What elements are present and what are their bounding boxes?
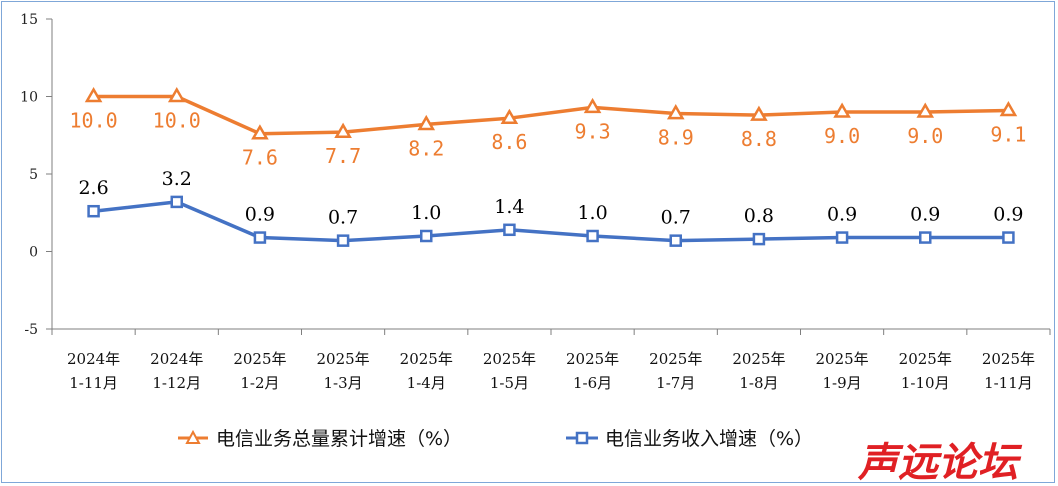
series-lines <box>84 86 1018 247</box>
point-marker-revenue <box>919 231 932 244</box>
x-tick-label-year: 2025年 <box>649 350 702 368</box>
watermark-logo: 声远论坛 <box>857 440 1023 486</box>
point-marker-revenue <box>503 223 516 237</box>
data-label-total: 9.0 <box>824 124 860 148</box>
point-marker-total <box>500 108 519 124</box>
x-tick-label-period: 1-9月 <box>823 374 862 392</box>
data-label-revenue: 1.0 <box>411 202 441 224</box>
data-label-total: 8.8 <box>741 127 777 151</box>
x-tick-label-period: 1-11月 <box>984 374 1033 392</box>
y-tick-label: 5 <box>29 167 38 183</box>
x-tick-label-year: 2025年 <box>483 350 536 368</box>
x-tick-label-year: 2024年 <box>150 350 203 368</box>
legend-total-label: 电信业务总量累计增速（%） <box>216 428 462 450</box>
x-tick-label-year: 2025年 <box>815 350 868 368</box>
data-label-total: 9.3 <box>575 119 611 143</box>
y-tick-label: 10 <box>20 90 38 106</box>
data-label-revenue: 3.2 <box>162 168 192 190</box>
point-marker-total <box>750 105 768 121</box>
x-tick-label-period: 1-12月 <box>152 374 201 392</box>
data-label-revenue: 1.0 <box>577 202 607 224</box>
x-tick-label-year: 2025年 <box>732 350 785 368</box>
point-marker-total <box>167 86 186 103</box>
data-label-revenue: 0.9 <box>245 204 275 226</box>
data-label-revenue: 0.7 <box>328 207 358 229</box>
data-label-total: 9.0 <box>907 124 943 148</box>
x-tick-label-period: 1-10月 <box>901 374 950 392</box>
x-tick-label-year: 2025年 <box>316 350 369 368</box>
point-marker-revenue <box>420 229 433 243</box>
y-tick-label: 0 <box>29 245 38 261</box>
point-marker-revenue <box>586 229 599 243</box>
x-tick-label-period: 1-7月 <box>656 374 695 392</box>
point-marker-revenue <box>752 232 766 246</box>
data-label-total: 8.9 <box>658 126 694 150</box>
x-tick-label-period: 1-6月 <box>573 374 612 392</box>
x-tick-label-year: 2025年 <box>400 350 453 368</box>
data-label-revenue: 1.4 <box>494 196 524 218</box>
data-label-revenue: 0.7 <box>661 207 691 229</box>
x-tick-label-period: 1-5月 <box>490 374 529 392</box>
point-marker-total <box>251 124 269 140</box>
legend-total-marker <box>185 429 201 444</box>
point-marker-revenue <box>170 195 183 209</box>
point-marker-total <box>833 102 851 118</box>
x-tick-label-period: 1-2月 <box>240 374 279 392</box>
x-tick-label-period: 1-8月 <box>739 374 778 392</box>
point-marker-total <box>999 100 1018 117</box>
point-marker-total <box>334 122 352 138</box>
legend-revenue-label: 电信业务收入增速（%） <box>605 428 813 450</box>
point-marker-revenue <box>669 234 682 247</box>
data-label-total: 10.0 <box>69 109 117 133</box>
point-marker-revenue <box>1002 231 1015 244</box>
data-label-revenue: 0.9 <box>910 204 940 226</box>
y-tick-label: -5 <box>24 322 38 338</box>
point-marker-revenue <box>87 204 100 218</box>
data-labels: 10.0 10.0 7.6 7.7 8.2 8.6 9.3 8.9 8.8 9.0 9.0 9.1 2.… <box>69 109 1026 229</box>
data-label-total: 10.0 <box>153 109 201 133</box>
x-tick-label-year: 2025年 <box>982 350 1035 368</box>
data-label-revenue: 0.9 <box>993 204 1023 226</box>
data-label-total: 9.1 <box>990 122 1026 146</box>
series-line-revenue <box>93 200 1009 243</box>
point-marker-total <box>666 104 685 120</box>
axes: 15 10 5 0 -5 2024年 1-11月 2024年 1-12月 2025年 1-2月 202… <box>20 12 1051 392</box>
point-marker-total <box>417 114 436 131</box>
data-label-revenue: 0.8 <box>744 205 774 227</box>
data-label-total: 8.2 <box>408 136 444 160</box>
x-tick-label-year: 2025年 <box>233 350 286 368</box>
y-tick-label: 15 <box>20 12 38 28</box>
point-marker-revenue <box>253 231 267 244</box>
data-label-total: 8.6 <box>491 130 527 154</box>
x-tick-label-period: 1-3月 <box>324 374 363 392</box>
x-tick-label-year: 2025年 <box>566 350 619 368</box>
x-tick-label-period: 1-4月 <box>407 374 446 392</box>
point-marker-total <box>916 102 935 118</box>
x-tick-label-period: 1-11月 <box>69 374 118 392</box>
data-label-revenue: 0.9 <box>827 204 857 226</box>
legend-revenue-marker <box>575 431 589 445</box>
data-label-total: 7.6 <box>242 146 278 170</box>
point-marker-revenue <box>336 234 350 247</box>
series-line-total <box>93 94 1009 136</box>
legend: 电信业务总量累计增速（%） 电信业务收入增速（%） <box>178 428 813 450</box>
data-label-total: 7.7 <box>325 144 361 168</box>
x-tick-label-year: 2024年 <box>67 350 120 368</box>
point-marker-revenue <box>835 231 849 244</box>
point-marker-total <box>84 86 103 103</box>
data-label-revenue: 2.6 <box>78 177 108 199</box>
x-tick-label-year: 2025年 <box>899 350 952 368</box>
point-marker-total <box>583 97 602 114</box>
